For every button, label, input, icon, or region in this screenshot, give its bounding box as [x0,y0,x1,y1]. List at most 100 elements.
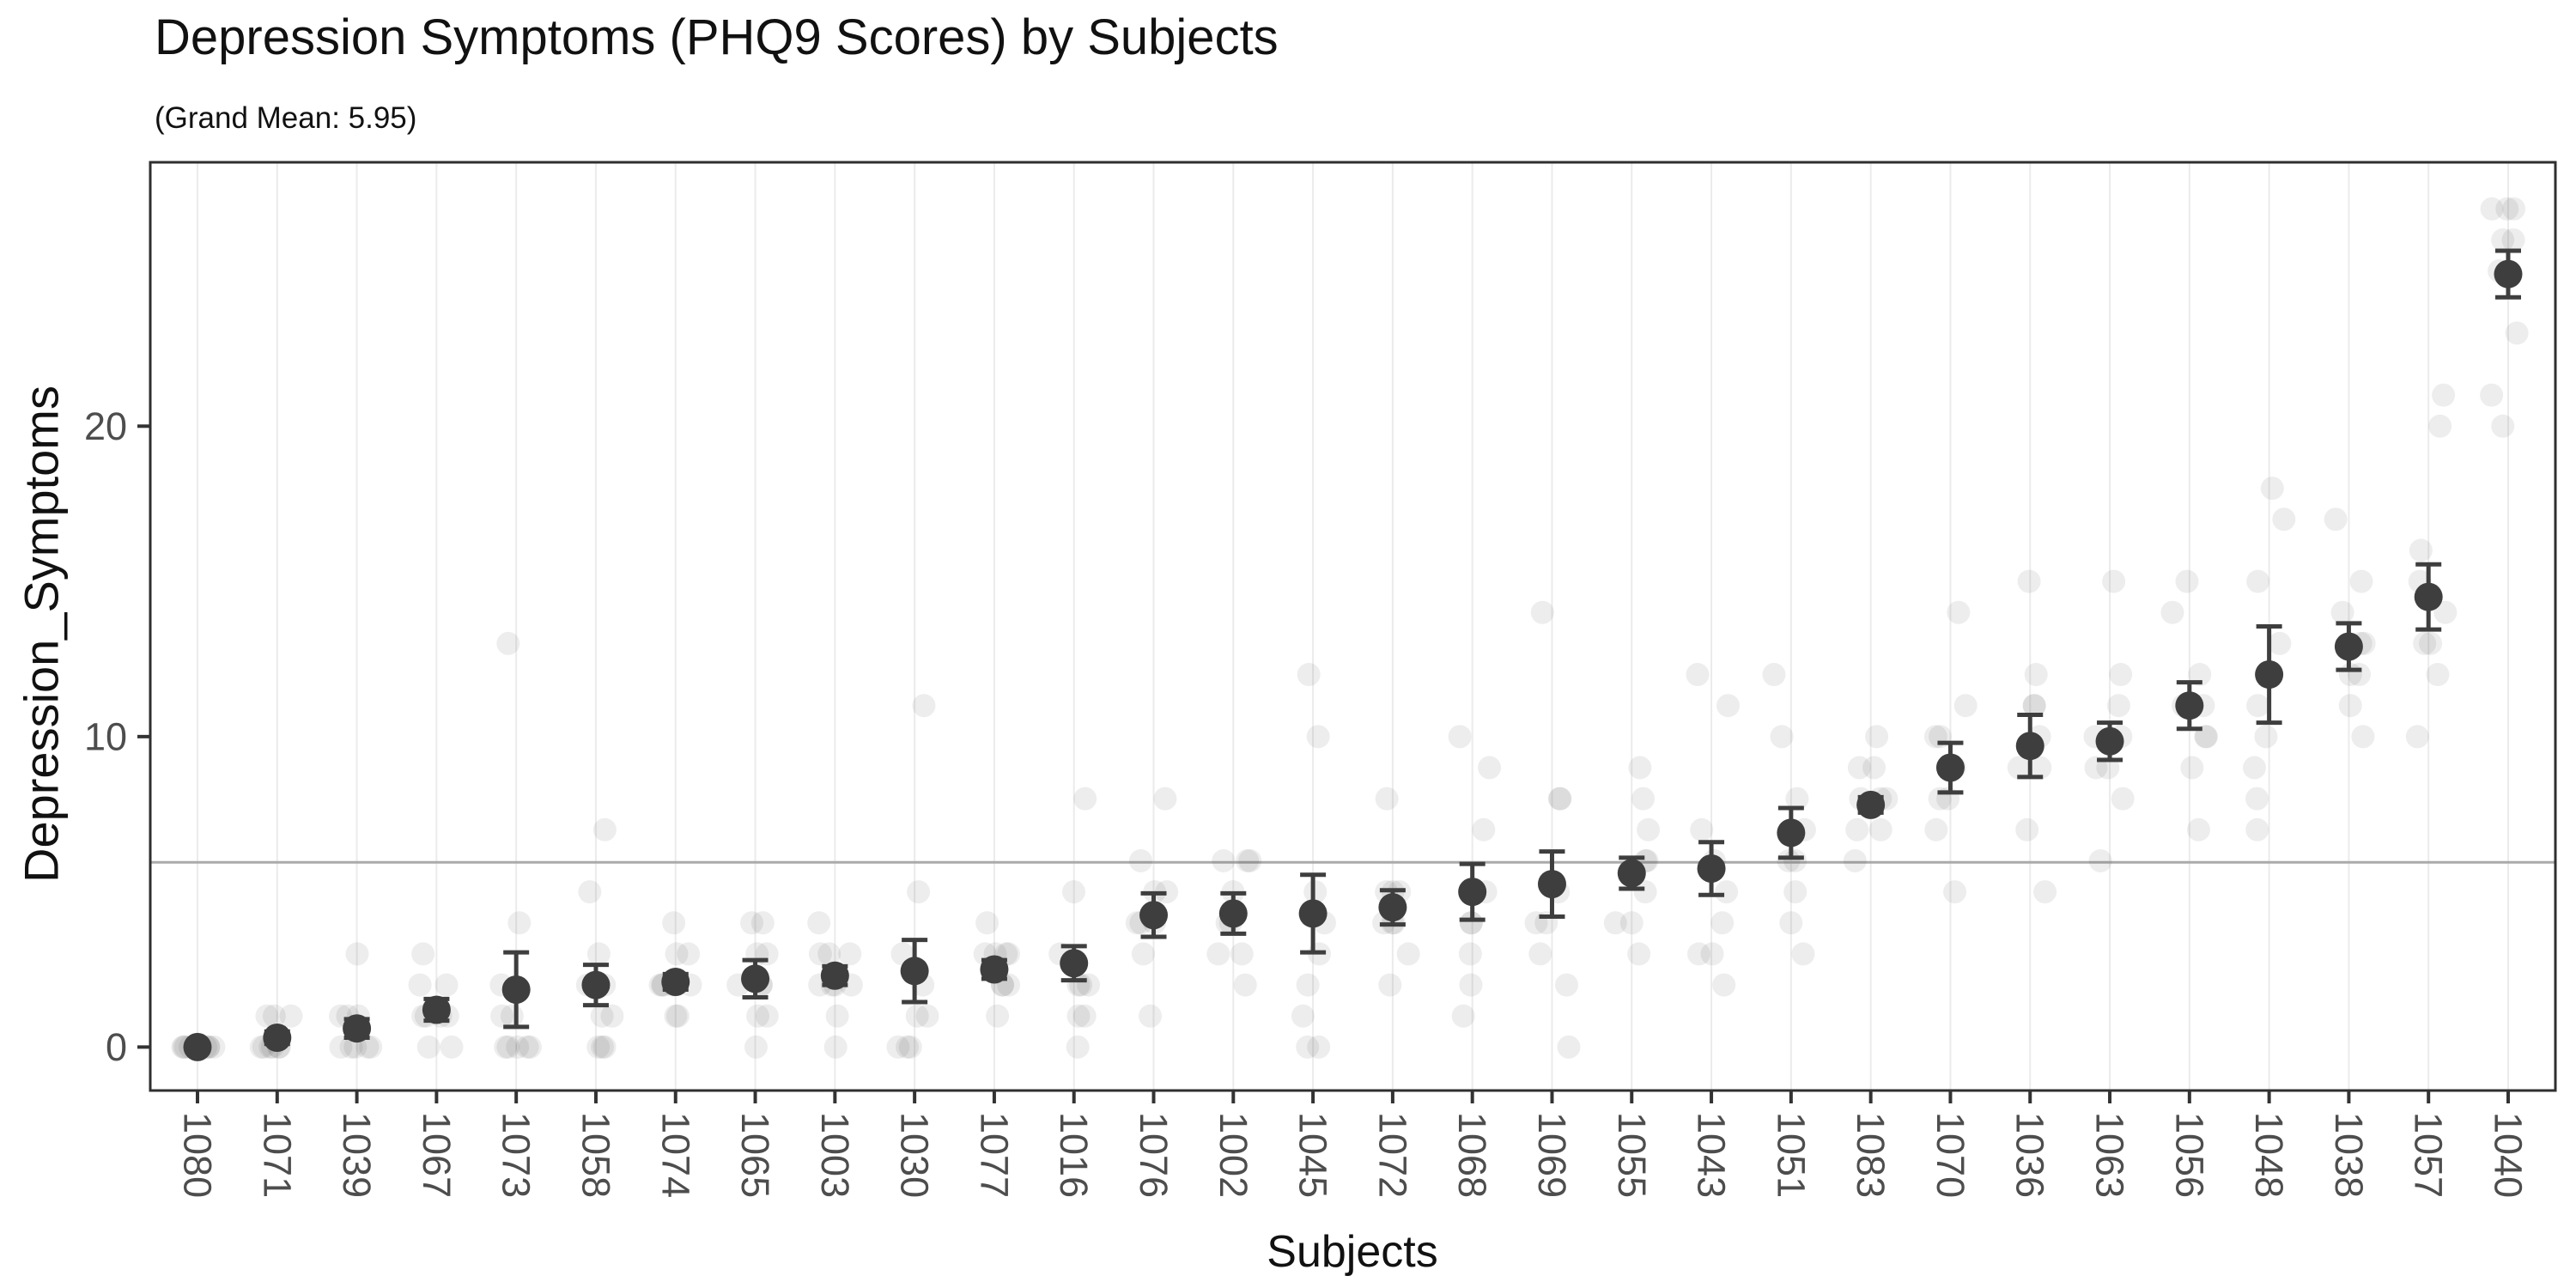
mean-point [263,1024,292,1053]
panel-border [149,161,2557,1092]
jitter-point [2246,694,2270,718]
x-tick-label: 1069 [1530,1112,1574,1198]
jitter-point [1947,600,1971,624]
jitter-point [838,942,862,966]
jitter-point [755,1004,779,1028]
jitter-point [1448,725,1472,749]
jitter-point [823,1035,848,1059]
jitter-point [746,1004,770,1028]
x-tick-label: 1016 [1052,1112,1096,1198]
x-tick-label: 1051 [1769,1112,1813,1198]
jitter-point [1779,911,1803,935]
jitter-point [1478,756,1502,780]
jitter-point [1603,911,1627,935]
jitter-point [2111,787,2135,811]
jitter-point [1686,663,1710,687]
jitter-point [2245,787,2269,811]
chart-subtitle: (Grand Mean: 5.95) [155,101,417,135]
jitter-point [1451,1004,1475,1028]
jitter-point [886,1035,910,1059]
y-tick-label: 20 [84,404,127,448]
jitter-point [2109,663,2133,687]
jitter-point [590,1035,614,1059]
jitter-point [1924,817,1948,841]
x-tick-label: 1076 [1132,1112,1176,1198]
jitter-point [896,1035,920,1059]
jitter-point [1131,942,1155,966]
jitter-point [1238,848,1262,872]
jitter-point [1375,787,1399,811]
jitter-point [2024,663,2048,687]
x-tick-label: 1068 [1450,1112,1494,1198]
jitter-point [2413,631,2437,655]
jitter-point [1153,787,1177,811]
mean-point [422,995,451,1024]
jitter-point [2175,569,2199,593]
jitter-point [496,631,520,655]
x-tick-label: 1003 [813,1112,857,1198]
jitter-point [507,911,532,935]
jitter-point [2409,538,2433,562]
jitter-point [2106,694,2130,718]
x-tick-label: 1030 [893,1112,937,1198]
jitter-point [1712,973,1736,997]
jitter-point [2480,383,2504,407]
mean-point [1378,893,1407,922]
jitter-point [664,1004,688,1028]
jitter-point [1943,880,1967,904]
x-tick-label: 1074 [653,1112,697,1198]
jitter-point [2324,507,2348,532]
jitter-point [1066,1004,1091,1028]
mean-point [980,955,1009,984]
mean-point [820,961,849,990]
jitter-point [262,1004,286,1028]
jitter-point [825,1004,849,1028]
jitter-point [2015,817,2039,841]
jitter-point [1306,725,1330,749]
jitter-point [1716,694,1741,718]
jitter-point [2505,321,2529,345]
jitter-point [345,942,369,966]
x-tick-label: 1067 [415,1112,459,1198]
mean-point [501,975,531,1004]
x-tick-label: 1058 [574,1112,617,1198]
jitter-point [807,911,831,935]
x-tick-label: 1056 [2167,1112,2211,1198]
jitter-point [1128,848,1152,872]
jitter-point [1212,848,1236,872]
jitter-point [329,1035,353,1059]
mean-point [900,957,929,986]
jitter-point [1530,600,1554,624]
jitter-point [2405,725,2429,749]
jitter-point [1072,1004,1097,1028]
jitter-point [2243,756,2267,780]
x-tick-label: 1036 [2008,1112,2052,1198]
mean-point [2494,259,2523,289]
x-tick-label: 1080 [176,1112,220,1198]
jitter-point [359,1035,383,1059]
jitter-point [907,880,931,904]
jitter-point [665,942,689,966]
jitter-point [416,1035,440,1059]
jitter-point [1868,817,1893,841]
y-tick-label: 10 [84,714,127,758]
mean-point [1617,859,1646,888]
jitter-point [1845,817,1869,841]
jitter-point [586,942,611,966]
jitter-point [898,1035,922,1059]
jitter-point [2022,694,2046,718]
jitter-point [2022,694,2046,718]
jitter-point [2501,228,2525,252]
jitter-point [2495,197,2519,221]
jitter-point [905,1004,929,1028]
jitter-point [1555,973,1579,997]
x-tick-label: 1048 [2247,1112,2291,1198]
jitter-point [1547,787,1571,811]
jitter-point [518,1035,542,1059]
jitter-point [2186,817,2210,841]
mean-point [183,1032,212,1061]
mean-point [2175,691,2204,720]
jitter-point [1472,817,1496,841]
mean-point [1458,878,1487,907]
